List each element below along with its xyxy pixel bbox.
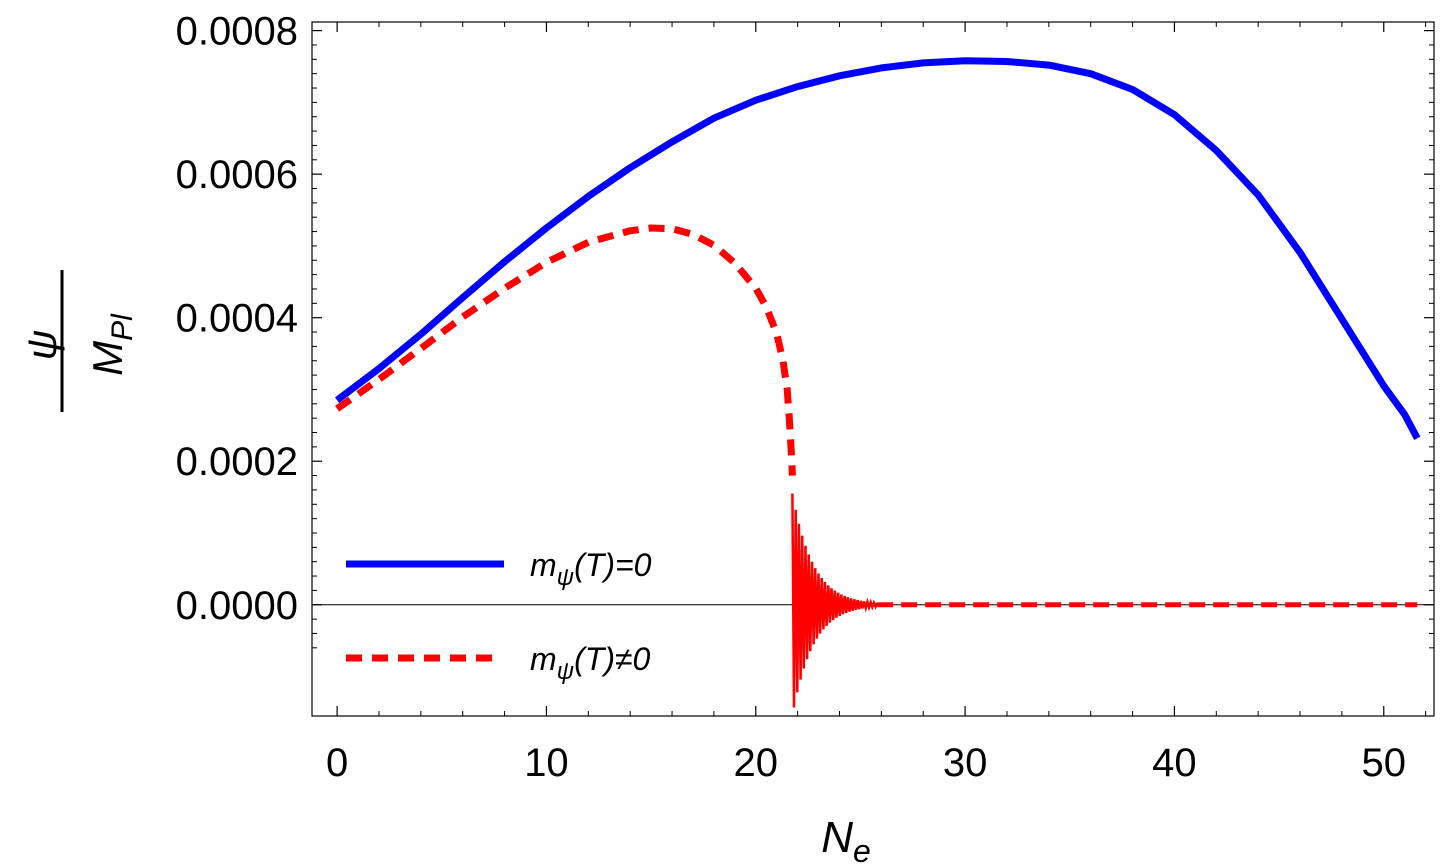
- y-tick-labels: 0.0000 0.0002 0.0004 0.0006 0.0008: [176, 10, 298, 628]
- x-tick-label: 50: [1362, 741, 1407, 785]
- y-axis-title-numerator: ψ: [18, 330, 65, 361]
- y-tick-label: 0.0000: [176, 584, 298, 628]
- series-line-m-psi-zero: [334, 57, 1421, 440]
- legend: mψ(T)=0 mψ(T)≠0: [346, 547, 652, 685]
- x-axis-title: Ne: [821, 813, 871, 866]
- plot-frame: [311, 21, 1435, 717]
- x-tick-label: 30: [943, 741, 988, 785]
- series-layer: [334, 57, 1421, 708]
- y-tick-label: 0.0004: [176, 297, 298, 341]
- axis-ticks: [312, 22, 1434, 716]
- x-tick-labels: 0 10 20 30 40 50: [326, 741, 1406, 785]
- series-oscillation-m-psi-nonzero: [791, 493, 879, 708]
- legend-label-m-psi-nonzero: mψ(T)≠0: [530, 641, 651, 685]
- x-tick-label: 10: [524, 741, 569, 785]
- y-axis-title-denominator: MPl: [84, 313, 139, 376]
- x-tick-label: 40: [1152, 741, 1197, 785]
- legend-label-m-psi-zero: mψ(T)=0: [530, 547, 652, 591]
- series-line-m-psi-nonzero: [335, 224, 796, 476]
- y-tick-label: 0.0008: [176, 10, 298, 54]
- x-tick-label: 20: [734, 741, 779, 785]
- y-axis-title: ψ MPl: [18, 270, 139, 412]
- x-tick-label: 0: [326, 741, 348, 785]
- y-tick-label: 0.0002: [176, 440, 298, 484]
- y-tick-label: 0.0006: [176, 153, 298, 197]
